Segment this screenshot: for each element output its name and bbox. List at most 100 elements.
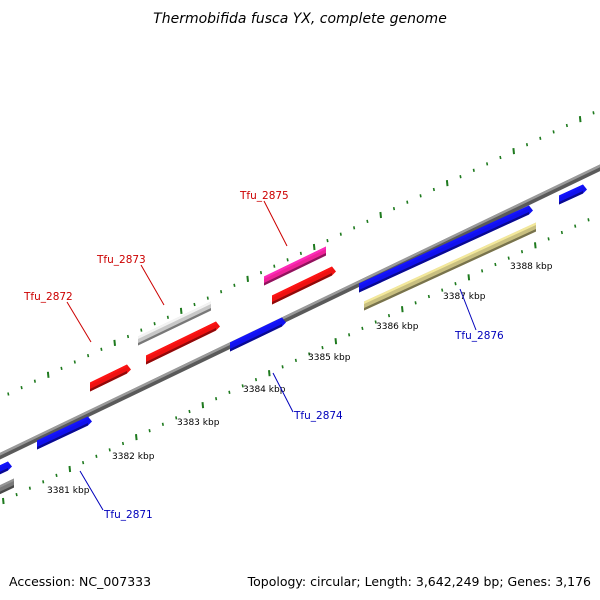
minor-tick (459, 175, 462, 179)
feature-shadow (146, 328, 216, 365)
minor-tick (507, 256, 510, 260)
minor-tick (140, 328, 143, 332)
minor-tick (552, 130, 555, 134)
feature-shadow (0, 485, 14, 495)
minor-tick (299, 251, 302, 256)
minor-tick (587, 218, 590, 222)
feature-highlight (90, 364, 127, 385)
major-tick (445, 180, 449, 187)
feature-tfu-2871-a[interactable] (0, 461, 12, 477)
ruler-label: 3382 kbp (112, 452, 155, 462)
major-tick (113, 339, 116, 346)
feature-tfu-2876[interactable] (359, 205, 533, 293)
minor-tick (206, 296, 209, 300)
minor-tick (95, 454, 98, 458)
minor-tick (126, 334, 130, 339)
minor-tick (392, 206, 396, 211)
minor-tick (592, 111, 595, 115)
major-tick (201, 402, 205, 409)
minor-tick (228, 390, 231, 394)
minor-tick (166, 315, 169, 319)
feature-shadow (90, 371, 127, 392)
feature-darkgray[interactable] (0, 478, 14, 497)
minor-tick (486, 162, 489, 166)
minor-tick (565, 123, 568, 128)
minor-tick (28, 486, 31, 490)
feature-gray[interactable] (138, 301, 211, 346)
ruler-label: 3384 kbp (243, 385, 286, 395)
minor-tick (374, 320, 377, 324)
minor-tick (254, 377, 258, 382)
feature-tfu-2874[interactable] (230, 317, 286, 352)
feature-highlight (138, 301, 211, 339)
feature-shadow (559, 191, 583, 205)
major-tick (534, 242, 537, 249)
gene-label-tfu-2873[interactable]: Tfu_2873 (96, 254, 146, 266)
minor-tick (308, 352, 311, 356)
minor-tick (481, 269, 484, 273)
minor-tick (188, 409, 191, 414)
minor-tick (472, 168, 475, 172)
minor-tick (193, 302, 196, 307)
minor-tick (520, 250, 524, 254)
gene-label-tfu-2874[interactable]: Tfu_2874 (293, 410, 343, 422)
feature-tfu-2875[interactable] (272, 266, 336, 305)
feature-highlight (0, 478, 14, 488)
gene-label-tfu-2875[interactable]: Tfu_2875 (239, 190, 289, 202)
feature-pink[interactable] (264, 246, 326, 286)
minor-tick (547, 237, 550, 241)
minor-tick (220, 290, 223, 294)
feature-highlight (230, 317, 282, 345)
feature-highlight (0, 461, 8, 468)
major-tick (312, 243, 316, 251)
major-tick (578, 116, 582, 123)
feature-shadow (0, 468, 8, 475)
minor-tick (414, 301, 417, 305)
gene-label-tfu-2872[interactable]: Tfu_2872 (23, 291, 73, 303)
minor-tick (100, 347, 103, 351)
feature-tfu-2872[interactable] (90, 364, 131, 392)
minor-tick (259, 270, 263, 275)
minor-tick (33, 379, 36, 383)
minor-tick (215, 397, 218, 401)
feature-highlight (264, 246, 326, 279)
feature-shadow (264, 253, 326, 286)
minor-tick (560, 230, 563, 235)
major-tick (334, 338, 338, 345)
minor-tick (7, 392, 10, 396)
feature-olive[interactable] (364, 222, 536, 311)
minor-tick (42, 480, 45, 484)
accession-text: Accession: NC_007333 (9, 574, 151, 589)
feature-tfu-2871[interactable] (37, 416, 92, 450)
inner-tick-track (2, 218, 590, 505)
minor-tick (353, 226, 356, 230)
minor-tick (321, 345, 324, 350)
minor-tick (286, 258, 289, 262)
feature-blue-right[interactable] (559, 184, 587, 205)
minor-tick (273, 264, 276, 268)
minor-tick (60, 366, 63, 371)
minor-tick (233, 283, 236, 287)
minor-tick (387, 313, 391, 318)
minor-tick (175, 416, 178, 420)
minor-tick (525, 143, 529, 147)
major-tick (512, 148, 515, 155)
minor-tick (326, 238, 329, 243)
ruler-label: 3383 kbp (177, 418, 220, 428)
gene-label-leaders (66, 200, 477, 511)
minor-tick (153, 322, 156, 326)
minor-tick (148, 429, 151, 433)
feature-shadow (272, 273, 332, 305)
feature-shadow (364, 229, 536, 311)
minor-tick (366, 219, 369, 224)
feature-tfu-2873[interactable] (146, 321, 220, 365)
gene-label-tfu-2871[interactable]: Tfu_2871 (103, 509, 153, 521)
minor-tick (361, 326, 364, 331)
gene-label-tfu-2876[interactable]: Tfu_2876 (454, 330, 504, 342)
ruler-label: 3385 kbp (308, 353, 351, 363)
minor-tick (499, 155, 502, 160)
ruler-label: 3386 kbp (376, 322, 419, 332)
ruler-label: 3388 kbp (510, 262, 553, 272)
major-tick (401, 306, 404, 313)
